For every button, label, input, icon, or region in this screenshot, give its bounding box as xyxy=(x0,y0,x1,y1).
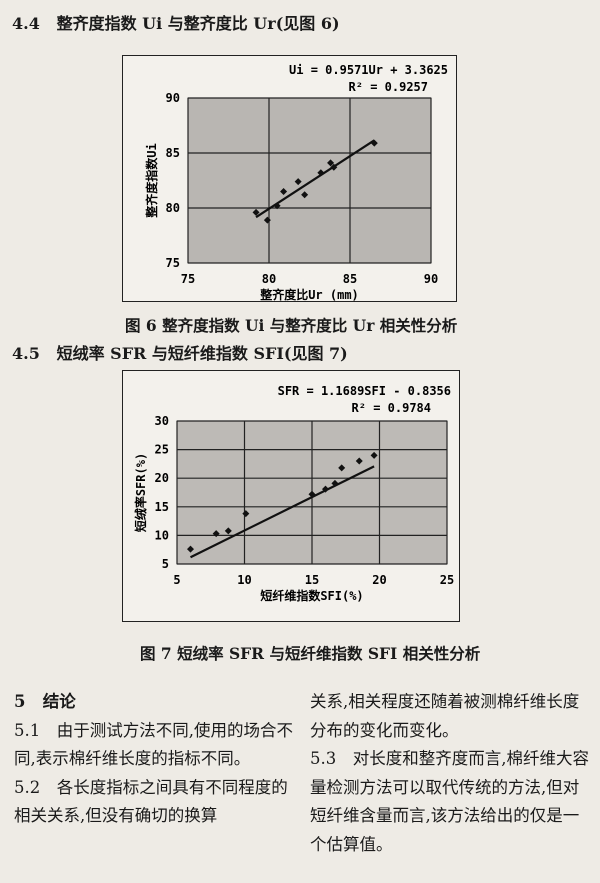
x-tick-label: 90 xyxy=(424,272,438,286)
trend-equation: SFR = 1.1689SFI - 0.8356 xyxy=(278,384,451,398)
heading-text: 结论 xyxy=(42,692,76,711)
conclusion-left-column: 5 结论 5.1 由于测试方法不同,使用的场合不同,表示棉纤维长度的指标不同。 … xyxy=(14,688,297,831)
data-point xyxy=(294,178,302,186)
section-4-5-heading: 4.5 短绒率 SFR 与短纤维指数 SFI(见图 7) xyxy=(12,340,348,364)
section-title: 整齐度指数 Ui 与整齐度比 Ur(见图 6) xyxy=(56,14,340,33)
data-point xyxy=(242,510,250,518)
conclusion-heading: 5 结论 xyxy=(14,688,297,717)
data-point xyxy=(327,159,335,167)
data-point xyxy=(212,530,220,538)
x-tick-label: 10 xyxy=(237,573,251,587)
y-axis-label: 整齐度指数Ui xyxy=(144,143,159,218)
plot-area xyxy=(187,97,432,264)
x-tick-label: 20 xyxy=(372,573,386,587)
paragraph-5-1: 5.1 由于测试方法不同,使用的场合不同,表示棉纤维长度的指标不同。 xyxy=(14,720,293,769)
x-tick-label: 5 xyxy=(173,573,180,587)
data-point xyxy=(252,208,260,216)
x-axis-label: 整齐度比Ur (mm) xyxy=(259,287,359,301)
y-tick-label: 5 xyxy=(162,557,169,571)
x-tick-label: 25 xyxy=(440,573,454,587)
y-tick-label: 20 xyxy=(155,471,169,485)
data-point xyxy=(322,485,329,493)
conclusion-right-column: 关系,相关程度还随着被测棉纤维长度分布的变化而变化。 5.3 对长度和整齐度而言… xyxy=(310,688,593,859)
data-point xyxy=(187,545,194,553)
data-point xyxy=(338,464,346,472)
y-tick-label: 10 xyxy=(155,528,169,542)
figure-6-chart: 75 80 85 90 75 80 85 90 Ui = 0.9571Ur + 3.3625 R²… xyxy=(144,63,448,302)
section-4-4-heading: 4.4 整齐度指数 Ui 与整齐度比 Ur(见图 6) xyxy=(12,10,340,34)
r-squared: R² = 0.9784 xyxy=(352,401,431,415)
trendline xyxy=(190,465,375,559)
x-tick-label: 85 xyxy=(343,272,357,286)
paragraph-5-2: 5.2 各长度指标之间具有不同程度的相关关系,但没有确切的换算 xyxy=(14,777,288,826)
x-tick-label: 15 xyxy=(305,573,319,587)
section-number: 4.4 xyxy=(12,14,40,33)
r-squared: R² = 0.9257 xyxy=(349,80,428,94)
data-point xyxy=(301,191,309,199)
heading-number: 5 xyxy=(14,692,26,711)
data-point xyxy=(263,216,271,224)
paragraph-5-2-cont: 关系,相关程度还随着被测棉纤维长度分布的变化而变化。 xyxy=(310,692,580,740)
y-tick-label: 85 xyxy=(166,146,180,160)
y-tick-label: 75 xyxy=(166,256,180,270)
data-point xyxy=(317,169,325,177)
data-point xyxy=(308,490,316,498)
figure-7: 5 10 15 20 25 5 10 15 20 25 30 SFR = 1.1689SFI - 0.… xyxy=(122,370,460,622)
y-axis-label: 短绒率SFR(%) xyxy=(133,453,148,532)
y-tick-label: 80 xyxy=(166,201,180,215)
paragraph-5-3: 5.3 对长度和整齐度而言,棉纤维大容量检测方法可以取代传统的方法,但对短纤维含… xyxy=(310,749,589,854)
data-point xyxy=(370,451,378,459)
y-tick-label: 15 xyxy=(155,500,169,514)
data-point xyxy=(370,139,378,147)
data-point xyxy=(224,527,232,535)
x-tick-label: 80 xyxy=(262,272,276,286)
figure-6-caption: 图 6 整齐度指数 Ui 与整齐度比 Ur 相关性分析 xyxy=(125,316,458,335)
y-tick-label: 30 xyxy=(155,414,169,428)
data-point xyxy=(280,188,288,195)
section-title: 短绒率 SFR 与短纤维指数 SFI(见图 7) xyxy=(56,344,348,363)
data-point xyxy=(273,202,281,210)
data-point xyxy=(355,457,363,465)
figure-6: 75 80 85 90 75 80 85 90 Ui = 0.9571Ur + 3.3625 R²… xyxy=(122,55,457,302)
x-tick-label: 75 xyxy=(181,272,195,286)
data-point xyxy=(330,163,338,171)
x-axis-label: 短纤维指数SFI(%) xyxy=(260,588,363,603)
figure-7-chart: 5 10 15 20 25 5 10 15 20 25 30 SFR = 1.1689SFI - 0.… xyxy=(133,384,454,603)
section-number: 4.5 xyxy=(12,344,40,363)
y-tick-label: 90 xyxy=(166,91,180,105)
trend-equation: Ui = 0.9571Ur + 3.3625 xyxy=(289,63,448,77)
figure-7-caption: 图 7 短绒率 SFR 与短纤维指数 SFI 相关性分析 xyxy=(140,644,481,663)
y-tick-label: 25 xyxy=(155,443,169,457)
data-point xyxy=(331,479,339,487)
